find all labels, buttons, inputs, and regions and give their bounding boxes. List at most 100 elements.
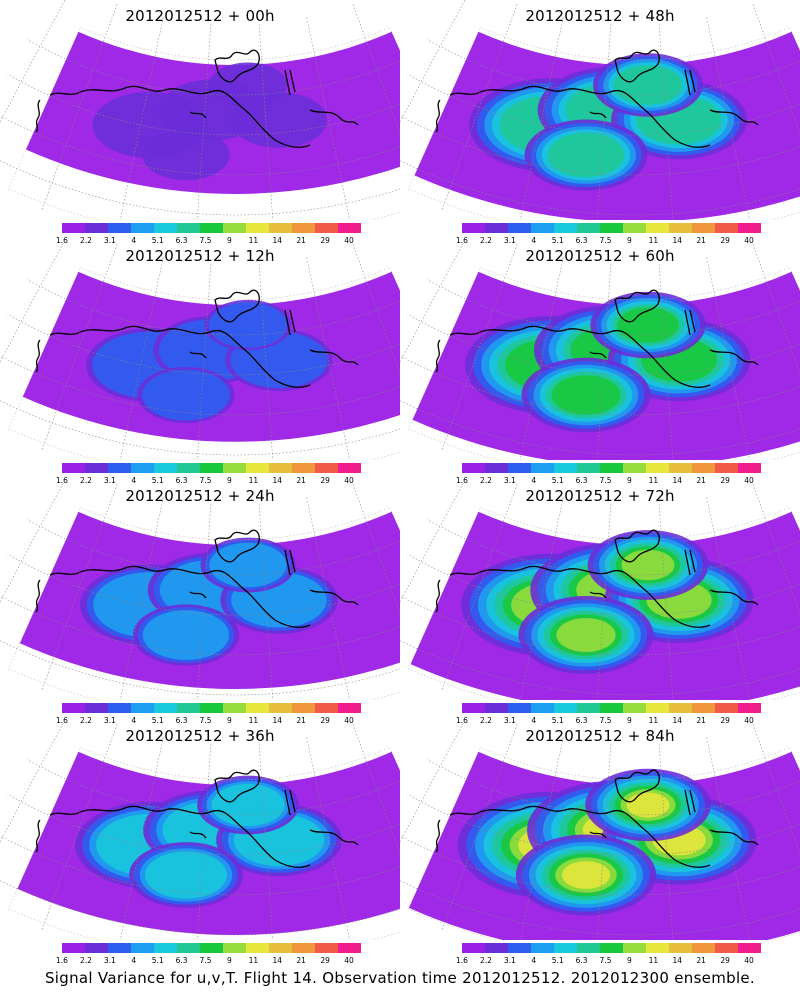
longitude-line	[258, 264, 274, 460]
colorbar-swatch	[508, 463, 531, 473]
longitude-line	[41, 484, 118, 692]
colorbar-swatch	[131, 703, 154, 713]
coastline-north-america	[49, 805, 311, 868]
variance-map	[0, 240, 400, 460]
colorbar-label: 11	[648, 956, 659, 965]
colorbar-swatch	[577, 463, 600, 473]
colorbar-swatch	[669, 223, 692, 233]
panel-title: 2012012512 + 24h	[125, 487, 275, 505]
coastline-small-island	[589, 111, 607, 119]
colorbar-swatch	[315, 463, 338, 473]
colorbar-swatch	[315, 223, 338, 233]
colorbar-swatch	[738, 703, 761, 713]
longitude-line	[306, 737, 351, 940]
colorbar-label: 3.1	[103, 956, 116, 965]
forecast-panel: 2012012512 + 12h 1.6 2.2 3.1 4 5.1 6.3 7.5 9 11 14…	[0, 240, 400, 485]
colorbar-label: 6.3	[575, 956, 588, 965]
coastline-greenland	[614, 289, 660, 323]
colorbar-swatch	[485, 463, 508, 473]
latitude-line	[400, 595, 800, 656]
colorbar-swatch	[177, 943, 200, 953]
colorbar-label: 29	[720, 716, 730, 725]
colorbar-swatch	[577, 223, 600, 233]
colorbar-label: 29	[320, 716, 330, 725]
colorbar-swatch	[554, 703, 577, 713]
coastline-small-island	[189, 111, 207, 119]
coastline-greenland	[214, 529, 260, 563]
field-contour	[561, 861, 611, 889]
colorbar-label: 5.1	[551, 956, 564, 965]
colorbar-label: 1.6	[456, 236, 468, 245]
coastline-north-america	[449, 805, 711, 868]
latitude-line	[0, 640, 400, 696]
panel-title: 2012012512 + 00h	[125, 7, 275, 25]
graticule	[400, 720, 800, 940]
coastline-north-america	[49, 85, 311, 148]
colorbar-swatch	[554, 223, 577, 233]
colorbar-label: 7.5	[199, 956, 212, 965]
colorbar-swatch	[246, 703, 269, 713]
latitude-line	[427, 519, 800, 576]
colorbar-labels: 1.6 2.2 3.1 4 5.1 6.3 7.5 9 11 14 21 29 40	[56, 236, 361, 246]
colorbar	[462, 703, 761, 713]
colorbar-label: 1.6	[56, 716, 68, 725]
longitude-line	[306, 497, 351, 700]
colorbar-swatch	[131, 463, 154, 473]
colorbar-swatch	[554, 943, 577, 953]
colorbar-swatch	[154, 703, 177, 713]
colorbar-swatch	[554, 463, 577, 473]
colorbar-label: 40	[744, 956, 754, 965]
colorbar-swatch	[669, 463, 692, 473]
colorbar-label: 21	[296, 956, 306, 965]
field-contour	[209, 542, 287, 588]
longitude-line	[706, 17, 751, 220]
colorbar-swatch	[62, 463, 85, 473]
longitude-line	[519, 497, 564, 700]
colorbar-swatch	[462, 223, 485, 233]
colorbar-label: 1.6	[56, 236, 68, 245]
variance-field	[25, 31, 400, 194]
longitude-line	[706, 737, 751, 940]
colorbar	[62, 223, 361, 233]
coastline-europe	[309, 829, 359, 846]
colorbar-label: 2.2	[79, 716, 92, 725]
colorbar-label: 4	[531, 476, 537, 485]
colorbar-swatch	[715, 703, 738, 713]
colorbar-label: 4	[131, 956, 137, 965]
latitude-line	[427, 39, 800, 96]
colorbar-label: 14	[272, 716, 283, 725]
graticule	[400, 0, 800, 220]
colorbar-swatch	[85, 223, 108, 233]
variance-field	[19, 511, 400, 690]
longitude-line	[306, 17, 351, 220]
variance-field	[22, 271, 400, 442]
coastline-greenland	[614, 529, 660, 563]
colorbar-label: 11	[648, 476, 659, 485]
colorbar-labels: 1.6 2.2 3.1 4 5.1 6.3 7.5 9 11 14 21 29 40	[456, 956, 761, 966]
colorbar-label: 29	[720, 236, 730, 245]
colorbar-swatch	[485, 703, 508, 713]
colorbar-label: 1.6	[456, 716, 468, 725]
colorbar-label: 7.5	[599, 716, 612, 725]
coastline-asia	[35, 579, 41, 613]
coastline-asia	[435, 339, 441, 373]
colorbar-label: 29	[320, 476, 330, 485]
coastline-north-america	[449, 565, 711, 628]
longitude-line	[441, 724, 518, 932]
coastline-asia	[435, 99, 441, 133]
colorbar-swatch	[338, 943, 361, 953]
colorbar-swatch	[600, 463, 623, 473]
latitude-line	[27, 519, 400, 576]
field-contour	[208, 302, 288, 348]
colorbar-swatch	[715, 943, 738, 953]
latitude-line	[0, 115, 400, 176]
colorbar-swatch	[531, 223, 554, 233]
colorbar-label: 40	[744, 716, 754, 725]
variance-field	[414, 31, 800, 220]
colorbar-label: 3.1	[103, 716, 116, 725]
longitude-line	[41, 244, 118, 452]
colorbar-label: 6.3	[175, 476, 188, 485]
colorbar-swatch	[485, 943, 508, 953]
colorbar-labels: 1.6 2.2 3.1 4 5.1 6.3 7.5 9 11 14 21 29 40	[456, 476, 761, 486]
latitude-line	[0, 400, 400, 456]
